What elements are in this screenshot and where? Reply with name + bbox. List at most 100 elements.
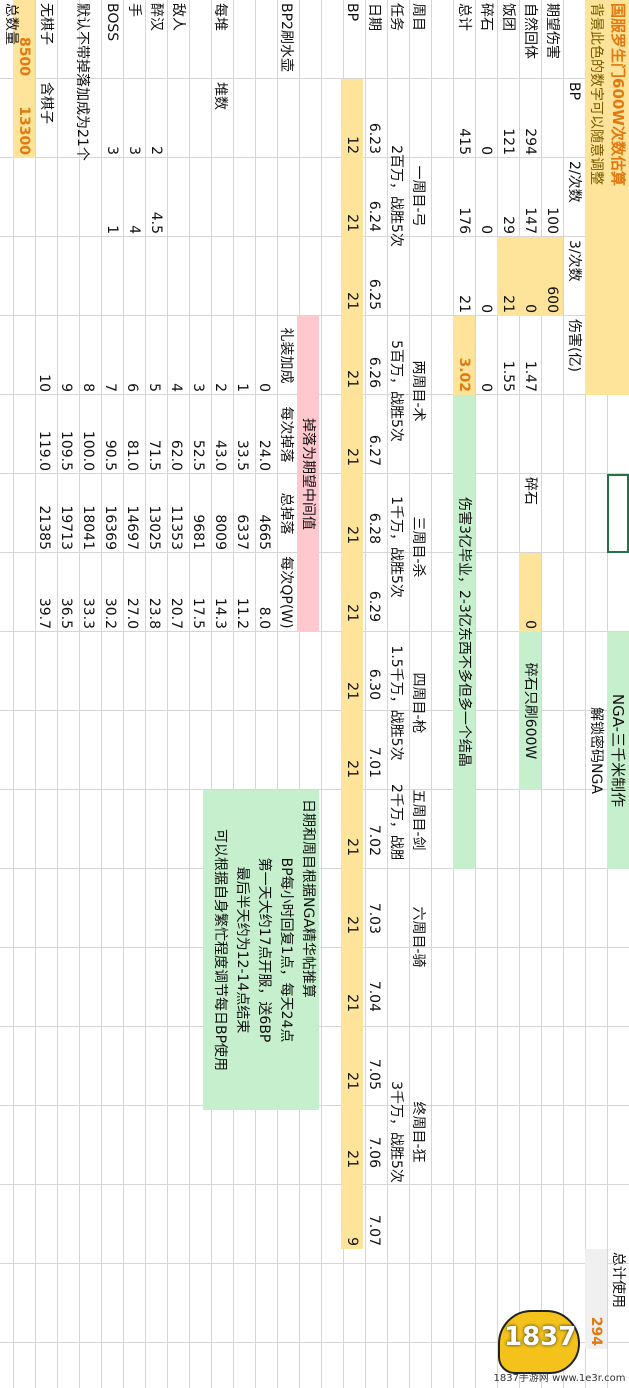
unlock-code[interactable]: 解锁密码NGA [588,707,604,794]
drop-cell[interactable]: 4 [168,383,184,392]
week-bp[interactable]: 21 [341,469,363,547]
drop-cell[interactable]: 21385 [36,505,52,550]
enemy-header-each[interactable]: 每堆 [212,3,228,31]
drop-cell[interactable]: 33.5 [234,439,250,471]
drop-header-each[interactable]: 每次掉落 [278,406,294,463]
dmg-row-damage[interactable]: 3.02 [453,316,475,395]
week-bp[interactable]: 21 [341,235,363,313]
week-date[interactable]: 6.30 [366,668,382,700]
week-bp[interactable]: 21 [341,625,363,703]
drop-cell[interactable]: 9681 [190,514,206,550]
week-bp[interactable]: 21 [341,781,363,859]
week-bp[interactable]: 21 [341,1093,363,1171]
dmg-row-label[interactable]: 期望伤害 [544,3,560,59]
damage-note[interactable]: 伤害3亿毕业，2-3亿东西不多但多一个结晶 [453,395,475,869]
drop-cell[interactable]: 11.2 [234,597,250,629]
drop-cell[interactable]: 33.3 [80,597,96,629]
drop-cell[interactable]: 14697 [124,505,140,550]
drop-cell[interactable]: 8.0 [256,606,272,629]
week-bp[interactable]: 21 [341,937,363,1015]
week-date[interactable]: 6.25 [366,278,382,310]
week-date[interactable]: 7.04 [366,980,382,1012]
drop-cell[interactable]: 39.7 [36,597,52,629]
dmg-row-label[interactable]: 饭团 [500,3,516,31]
drop-cell[interactable]: 100.0 [80,430,96,471]
drop-cell[interactable]: 71.5 [146,439,162,471]
drop-cell[interactable]: 90.5 [102,439,118,471]
drop-cell[interactable]: 30.2 [102,597,118,629]
enemy-header-name[interactable]: 敌人 [170,3,186,31]
enemy-each[interactable]: 3 [104,146,120,155]
week-bp[interactable]: 21 [341,157,363,235]
drop-note[interactable]: 掉落为期望中间值 [297,316,319,632]
dmg-row-2[interactable]: 29 [500,216,516,234]
dmg-row-damage[interactable] [541,316,563,395]
sheet-title[interactable]: 国服罗生门600W次数估算 [607,0,629,395]
totals-label-no-piece[interactable]: 无棋子 [38,3,54,45]
drop-cell[interactable]: 43.0 [212,439,228,471]
week-date[interactable]: 6.29 [366,590,382,622]
credit-label[interactable]: NGA-三千米制作 [607,632,629,869]
dmg-header-3[interactable]: 3/次数 [566,240,582,282]
drop-header-title[interactable]: BP2刷水壶 [278,3,294,72]
week-date[interactable]: 7.06 [366,1136,382,1168]
dmg-header-damage[interactable]: 伤害(亿) [566,319,582,372]
dmg-row-3[interactable]: 21 [456,295,472,313]
dmg-row-bp[interactable] [541,79,563,158]
dmg-row-bp[interactable]: 294 [522,128,538,155]
enemy-each[interactable]: 2 [148,146,164,155]
week-group-name[interactable]: 终周目-狂 [410,1101,426,1163]
enemy-count[interactable]: 4 [126,225,142,234]
drop-header-qp[interactable]: 每次QP(W) [278,556,294,629]
week-date[interactable]: 7.07 [366,1214,382,1246]
week-date[interactable]: 7.05 [366,1058,382,1090]
drop-cell[interactable]: 81.0 [124,439,140,471]
drop-cell[interactable]: 3 [190,383,206,392]
week-bp[interactable]: 21 [341,313,363,391]
crystal-label[interactable]: 碎石 [522,477,538,505]
drop-cell[interactable]: 9 [58,383,74,392]
dmg-row-2[interactable]: 176 [456,207,472,234]
drop-cell[interactable]: 52.5 [190,439,206,471]
week-group-name[interactable]: 五周目-剑 [410,789,426,851]
drop-cell[interactable]: 20.7 [168,597,184,629]
drop-cell[interactable]: 16369 [102,505,118,550]
dmg-header-bp[interactable]: BP [566,82,582,101]
week-date[interactable]: 7.02 [366,824,382,856]
dmg-row-bp[interactable]: 0 [478,146,494,155]
enemy-each[interactable]: 3 [126,146,142,155]
dmg-row-3[interactable]: 0 [519,237,541,316]
dmg-header-blank[interactable] [563,0,585,79]
drop-cell[interactable]: 8009 [212,514,228,550]
week-date[interactable]: 6.28 [366,512,382,544]
week-group-name[interactable]: 四周目-枪 [410,672,426,734]
selected-cell[interactable] [607,474,629,553]
drop-cell[interactable]: 4665 [256,514,272,550]
week-bp[interactable]: 21 [341,1015,363,1093]
drop-cell[interactable]: 11353 [168,505,184,550]
week-date[interactable]: 6.24 [366,200,382,232]
week-group-name[interactable]: 六周目-骑 [410,906,426,968]
drop-cell[interactable]: 1 [234,383,250,392]
drop-cell[interactable]: 2 [212,383,228,392]
drop-cell[interactable]: 13025 [146,505,162,550]
dmg-row-damage[interactable]: 0 [478,383,494,392]
week-row-label[interactable]: 任务 [388,3,404,31]
dmg-row-2[interactable]: 0 [478,225,494,234]
week-date[interactable]: 7.01 [366,746,382,778]
dmg-row-bp[interactable]: 415 [456,128,472,155]
dmg-row-damage[interactable]: 1.47 [522,360,538,392]
week-date[interactable]: 6.23 [366,122,382,154]
dmg-row-3[interactable]: 600 [541,237,563,316]
week-date[interactable]: 7.03 [366,902,382,934]
dmg-row-2[interactable]: 147 [522,207,538,234]
dmg-row-2[interactable]: 100 [544,207,560,234]
drop-cell[interactable]: 17.5 [190,597,206,629]
dmg-row-label[interactable]: 碎石 [478,3,494,31]
drop-header-bonus[interactable]: 礼装加成 [278,327,294,384]
enemy-header-count[interactable]: 堆数 [212,82,228,110]
drop-cell[interactable]: 7 [102,383,118,392]
drop-cell[interactable]: 6 [124,383,140,392]
drop-cell[interactable]: 19713 [58,505,74,550]
week-bp[interactable]: 21 [341,859,363,937]
